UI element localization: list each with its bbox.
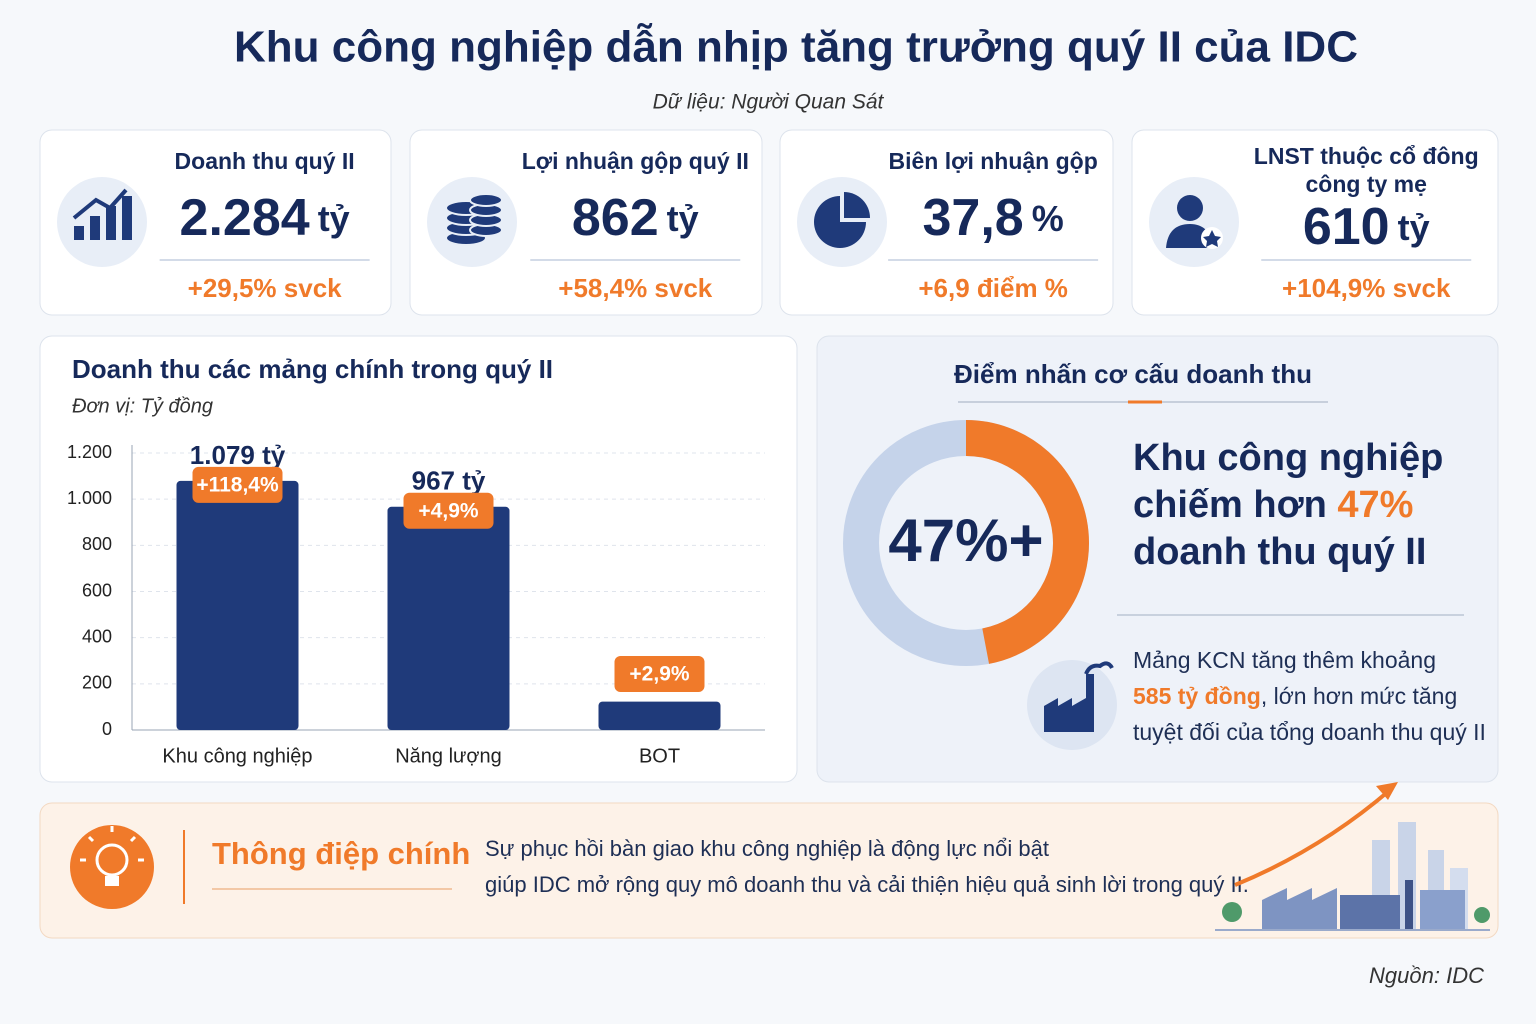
donut-segment <box>965 420 1089 664</box>
skyline-decoration <box>1215 782 1490 931</box>
bar <box>387 506 510 730</box>
donut-label: 47%+ <box>888 507 1043 574</box>
y-tick-label: 800 <box>82 534 112 554</box>
kpi-label: Lợi nhuận gộp quý II <box>522 148 749 174</box>
kpi-icon <box>72 188 132 240</box>
kpi-value: 610 tỷ <box>1303 198 1430 256</box>
source: Nguồn: IDC <box>1369 963 1484 988</box>
message-icon <box>70 825 154 909</box>
headline-part: Khu công nghiệp <box>1133 437 1443 479</box>
message-panel <box>39 802 1499 939</box>
kpi-card <box>409 129 763 316</box>
note-part: tuyệt đối của tổng doanh thu quý II <box>1133 719 1486 745</box>
title: Khu công nghiệp dẫn nhịp tăng trưởng quý… <box>234 22 1358 72</box>
icon-part <box>74 226 84 240</box>
kpi-card <box>39 129 392 316</box>
message-title: Thông điệp chính <box>212 836 470 871</box>
kpi-icon <box>814 192 870 248</box>
icon-part <box>1203 230 1221 247</box>
kpi-value: 862 tỷ <box>572 189 699 247</box>
note-part: 585 tỷ đồng <box>1133 683 1261 709</box>
note-line: tuyệt đối của tổng doanh thu quý II <box>1133 719 1486 745</box>
kpi-unit: tỷ <box>1398 207 1430 248</box>
bar-value-label: 967 tỷ <box>412 466 486 496</box>
growth-badge <box>403 492 494 529</box>
highlight-title: Điểm nhấn cơ cấu doanh thu <box>954 359 1312 389</box>
kpi-number: 862 <box>572 189 659 247</box>
icon-part <box>1177 195 1203 221</box>
kpi-label: công ty mẹ <box>1306 171 1427 197</box>
kpi-change: +6,9 điểm % <box>918 273 1068 303</box>
chart-title: Doanh thu các mảng chính trong quý II <box>72 354 553 384</box>
x-tick-label: BOT <box>639 745 680 767</box>
factory-icon <box>1044 674 1094 732</box>
icon-part <box>122 196 132 240</box>
headline-line: doanh thu quý II <box>1133 531 1426 573</box>
icon-part <box>469 193 503 207</box>
kpi-unit: % <box>1032 198 1064 239</box>
x-tick-label: Năng lượng <box>395 745 502 767</box>
y-tick-label: 600 <box>82 580 112 600</box>
kpi-value: 2.284 tỷ <box>180 189 350 247</box>
kpi-change: +104,9% svck <box>1282 273 1451 303</box>
kpi-change: +29,5% svck <box>188 273 343 303</box>
y-tick-label: 1.200 <box>67 442 112 462</box>
kpi-change: +58,4% svck <box>558 273 713 303</box>
kpi-value: 37,8% <box>923 189 1064 247</box>
growth-badge <box>192 466 283 503</box>
icon-part <box>814 196 866 248</box>
icon-part <box>72 188 128 220</box>
y-tick-label: 1.000 <box>67 488 112 508</box>
kpi-number: 37,8 <box>923 189 1024 247</box>
kpi-unit: tỷ <box>318 198 350 239</box>
bar-value-label: 1.079 tỷ <box>190 440 286 470</box>
icon-part <box>844 192 870 218</box>
subtitle: Dữ liệu: Người Quan Sát <box>653 91 885 114</box>
kpi-card <box>1131 129 1499 316</box>
bar <box>176 480 299 730</box>
kpi-label: Doanh thu quý II <box>175 148 355 174</box>
note-part: Mảng KCN tăng thêm khoảng <box>1133 647 1436 673</box>
note-line: Mảng KCN tăng thêm khoảng <box>1133 647 1436 673</box>
x-tick-label: Khu công nghiệp <box>162 745 312 767</box>
kpi-label: LNST thuộc cổ đông <box>1254 143 1479 169</box>
smoke <box>1084 661 1114 675</box>
message-line: giúp IDC mở rộng quy mô doanh thu và cải… <box>485 872 1249 897</box>
kpi-icon <box>445 193 503 246</box>
y-tick-label: 400 <box>82 626 112 646</box>
kpi-number: 610 <box>1303 198 1390 256</box>
kpi-card <box>779 129 1114 316</box>
bar <box>598 701 721 730</box>
kpi-icon-bg <box>57 177 147 267</box>
kpi-unit: tỷ <box>667 198 699 239</box>
icon-part <box>90 216 100 240</box>
headline-line: chiếm hơn 47% <box>1133 484 1413 526</box>
note-line: 585 tỷ đồng, lớn hơn mức tăng <box>1133 683 1457 709</box>
growth-badge <box>614 656 705 692</box>
kpi-number: 2.284 <box>180 189 310 247</box>
kpi-label: Biên lợi nhuận gộp <box>888 148 1097 174</box>
y-tick-label: 0 <box>102 719 112 739</box>
icon-part <box>106 206 116 240</box>
chart-subtitle: Đơn vị: Tỷ đồng <box>72 395 213 417</box>
headline-part: chiếm hơn <box>1133 484 1337 526</box>
note-part: , lớn hơn mức tăng <box>1261 683 1457 709</box>
headline-part: doanh thu quý II <box>1133 531 1426 573</box>
kpi-icon-bg <box>1149 177 1239 267</box>
headline-part: 47% <box>1337 484 1413 526</box>
growth-label: +2,9% <box>629 663 689 686</box>
growth-label: +118,4% <box>196 473 279 496</box>
message-line: Sự phục hồi bàn giao khu công nghiệp là … <box>485 836 1049 861</box>
growth-label: +4,9% <box>418 499 478 522</box>
headline-line: Khu công nghiệp <box>1133 437 1443 479</box>
y-tick-label: 200 <box>82 673 112 693</box>
kpi-icon <box>1166 195 1223 249</box>
